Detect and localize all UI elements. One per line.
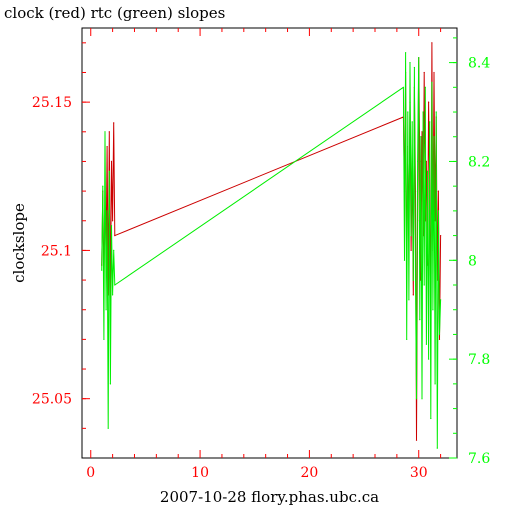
x-tick-label-2: 20 xyxy=(300,465,318,481)
y-axis-label-left: clockslope xyxy=(10,203,28,283)
data-point-rtc-33 xyxy=(424,86,426,88)
data-point-clock-41 xyxy=(433,71,435,74)
y-right-tick-label-3: 8.2 xyxy=(468,154,490,170)
data-point-rtc-6 xyxy=(107,427,109,429)
data-point-rtc-26 xyxy=(417,160,419,162)
data-point-rtc-20 xyxy=(410,235,412,237)
data-point-rtc-22 xyxy=(412,279,414,281)
data-point-clock-47 xyxy=(440,235,442,237)
data-point-rtc-10 xyxy=(112,294,114,296)
y-right-tick-label-1: 7.8 xyxy=(468,352,490,368)
x-tick-label-0: 0 xyxy=(86,465,95,481)
data-point-rtc-43 xyxy=(435,111,437,113)
y-right-tick-label-0: 7.6 xyxy=(468,451,490,467)
chart-title: clock (red) rtc (green) slopes xyxy=(4,4,225,22)
y-right-tick-label-4: 8.4 xyxy=(468,56,490,72)
data-point-rtc-11 xyxy=(113,249,115,251)
data-point-clock-22 xyxy=(412,294,414,296)
data-point-clock-11 xyxy=(113,122,115,124)
data-point-clock-36 xyxy=(428,101,430,103)
data-point-rtc-15 xyxy=(405,52,407,54)
y-right-tick-label-2: 8 xyxy=(468,253,477,269)
data-point-clock-39 xyxy=(431,42,433,44)
data-point-rtc-0 xyxy=(101,269,103,271)
data-point-clock-5 xyxy=(106,146,108,148)
data-point-clock-25 xyxy=(415,439,418,441)
data-point-rtc-42 xyxy=(434,383,436,385)
x-axis-label: 2007-10-28 flory.phas.ubc.ca xyxy=(160,488,379,506)
data-point-rtc-46 xyxy=(438,333,441,335)
data-point-rtc-13 xyxy=(402,86,404,88)
data-point-clock-10 xyxy=(112,220,114,222)
data-point-rtc-7 xyxy=(108,170,110,172)
data-point-rtc-44 xyxy=(436,447,438,449)
data-point-rtc-5 xyxy=(106,210,108,212)
data-point-rtc-23 xyxy=(413,66,415,69)
data-point-clock-20 xyxy=(410,249,412,251)
data-point-rtc-21 xyxy=(411,121,413,123)
data-point-rtc-9 xyxy=(110,225,113,227)
y-left-tick-label-0: 25.05 xyxy=(32,392,72,408)
data-point-rtc-18 xyxy=(408,299,410,301)
data-point-rtc-30 xyxy=(421,398,423,400)
data-point-rtc-8 xyxy=(109,383,111,385)
data-point-rtc-47 xyxy=(440,299,442,301)
plot-frame xyxy=(81,27,458,459)
y-left-tick-label-2: 25.15 xyxy=(32,95,72,111)
data-point-rtc-41 xyxy=(433,136,435,138)
data-point-rtc-19 xyxy=(409,62,411,64)
data-point-rtc-29 xyxy=(420,136,422,138)
data-point-rtc-2 xyxy=(103,338,105,340)
data-point-rtc-14 xyxy=(403,259,406,261)
data-point-rtc-27 xyxy=(418,57,420,59)
data-point-rtc-37 xyxy=(429,121,431,123)
data-point-rtc-39 xyxy=(431,81,433,83)
data-point-rtc-28 xyxy=(419,319,421,321)
data-point-clock-32 xyxy=(423,71,425,74)
data-point-rtc-25 xyxy=(415,398,418,400)
x-tick-label-1: 10 xyxy=(191,465,209,481)
data-point-rtc-38 xyxy=(430,417,432,420)
series-line-rtc xyxy=(101,52,442,449)
data-point-rtc-1 xyxy=(102,185,104,187)
data-point-rtc-36 xyxy=(428,358,430,360)
data-point-clock-7 xyxy=(108,131,110,133)
data-point-rtc-16 xyxy=(406,338,408,340)
data-point-rtc-17 xyxy=(407,111,409,113)
data-point-rtc-35 xyxy=(426,170,429,172)
data-point-clock-9 xyxy=(110,160,113,162)
x-tick-label-3: 30 xyxy=(410,465,428,481)
data-point-rtc-4 xyxy=(105,309,107,311)
data-point-clock-45 xyxy=(437,190,439,192)
data-point-rtc-45 xyxy=(437,210,439,212)
data-point-rtc-3 xyxy=(104,131,106,133)
data-point-clock-30 xyxy=(421,131,423,133)
data-point-rtc-31 xyxy=(422,111,424,113)
data-point-rtc-40 xyxy=(432,309,434,311)
data-point-clock-46 xyxy=(438,338,441,340)
data-point-rtc-32 xyxy=(423,284,425,286)
y-left-tick-label-1: 25.1 xyxy=(41,243,72,259)
data-point-rtc-34 xyxy=(425,343,427,345)
data-point-rtc-24 xyxy=(414,284,417,286)
data-point-clock-12 xyxy=(114,235,116,237)
data-point-rtc-12 xyxy=(114,284,116,286)
